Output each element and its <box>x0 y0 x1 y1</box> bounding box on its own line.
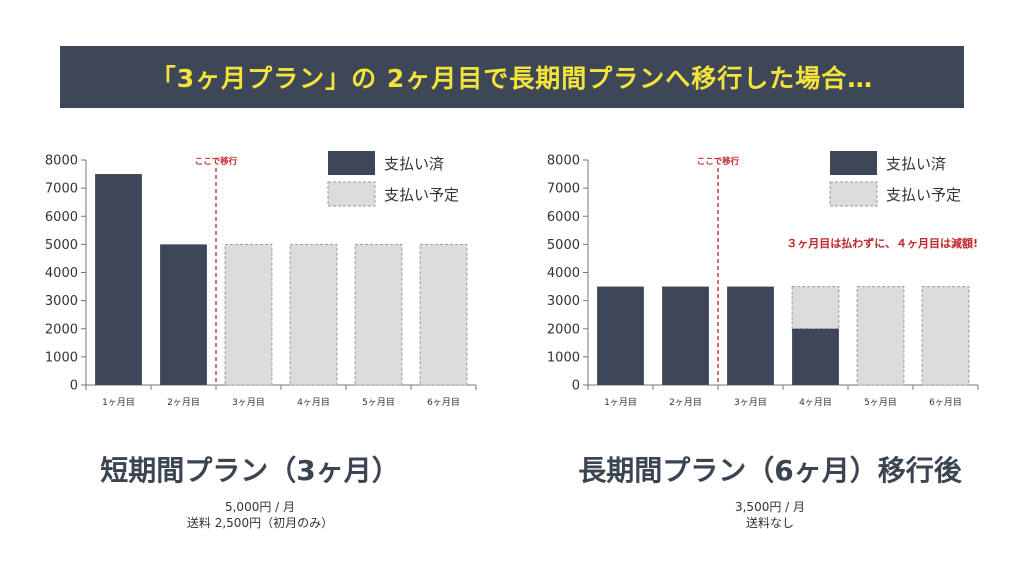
long-plan-chart: 0 1000 2000 3000 4000 5000 6000 7000 8000 1ヶ月目 2ヶ月… <box>547 151 979 408</box>
legend-label-planned: 支払い予定 <box>886 186 961 204</box>
bar-planned <box>856 286 905 386</box>
y-tick-label: 4000 <box>547 266 580 281</box>
bar-planned <box>921 286 970 386</box>
switch-marker-label: ここで移行 <box>697 156 740 167</box>
bar-planned <box>354 243 403 386</box>
y-tick-label: 5000 <box>45 238 78 253</box>
page-title: 「3ヶ月プラン」の 2ヶ月目で長期間プランへ移行した場合… <box>150 64 874 93</box>
bar-planned <box>419 243 468 386</box>
short-plan-price: 5,000円 / 月 <box>224 500 296 514</box>
x-tick-label: 5ヶ月目 <box>864 397 897 408</box>
y-tick-label: 3000 <box>45 294 78 309</box>
y-tick-label: 6000 <box>547 210 580 225</box>
y-tick-label: 1000 <box>547 350 580 365</box>
bar-paid <box>727 286 774 385</box>
long-plan-shipping: 送料なし <box>745 516 794 530</box>
y-tick-label: 7000 <box>547 182 580 197</box>
x-tick-label: 6ヶ月目 <box>929 397 962 408</box>
legend-swatch-paid <box>328 151 375 175</box>
y-tick-label: 7000 <box>45 182 78 197</box>
y-tick-label: 1000 <box>45 350 78 365</box>
switch-marker-label: ここで移行 <box>195 156 238 167</box>
long-plan-price: 3,500円 / 月 <box>734 500 806 514</box>
y-tick-label: 2000 <box>45 322 78 337</box>
x-tick-label: 6ヶ月目 <box>427 397 460 408</box>
x-tick-label: 2ヶ月目 <box>669 397 702 408</box>
short-plan-chart: 0 1000 2000 3000 4000 5000 6000 7000 8000 1ヶ月目 2ヶ月… <box>45 151 477 408</box>
short-plan-title: 短期間プラン（3ヶ月） <box>100 454 400 487</box>
x-tick-label: 1ヶ月目 <box>102 397 135 408</box>
legend-swatch-paid <box>830 151 877 175</box>
legend-label-planned: 支払い予定 <box>384 186 459 204</box>
x-tick-label: 3ヶ月目 <box>734 397 767 408</box>
bar-paid <box>662 286 709 385</box>
chart-annotation: ３ヶ月目は払わずに、４ヶ月目は減額! <box>786 236 978 250</box>
legend-label-paid: 支払い済 <box>384 155 444 173</box>
bar-paid <box>160 244 207 385</box>
y-tick-label: 4000 <box>45 266 78 281</box>
bar-planned <box>791 286 840 330</box>
y-tick-label: 8000 <box>45 154 78 169</box>
bar-planned <box>289 243 338 386</box>
y-tick-label: 8000 <box>547 154 580 169</box>
y-tick-label: 0 <box>572 379 580 394</box>
x-tick-label: 4ヶ月目 <box>799 397 832 408</box>
x-tick-label: 5ヶ月目 <box>362 397 395 408</box>
y-tick-label: 0 <box>70 379 78 394</box>
y-tick-label: 2000 <box>547 322 580 337</box>
long-plan-title: 長期間プラン（6ヶ月）移行後 <box>578 454 962 487</box>
title-banner: 「3ヶ月プラン」の 2ヶ月目で長期間プランへ移行した場合… <box>60 46 964 108</box>
bar-planned <box>224 243 273 386</box>
y-tick-label: 6000 <box>45 210 78 225</box>
legend-swatch-planned <box>829 181 878 207</box>
x-tick-label: 1ヶ月目 <box>604 397 637 408</box>
legend-label-paid: 支払い済 <box>886 155 946 173</box>
short-plan-shipping: 送料 2,500円（初月のみ） <box>186 516 334 530</box>
bar-paid <box>95 174 142 385</box>
legend-swatch-planned <box>327 181 376 207</box>
x-tick-label: 2ヶ月目 <box>167 397 200 408</box>
x-tick-label: 4ヶ月目 <box>297 397 330 408</box>
bar-paid <box>597 286 644 385</box>
y-tick-label: 3000 <box>547 294 580 309</box>
x-tick-label: 3ヶ月目 <box>232 397 265 408</box>
bar-paid <box>792 328 839 385</box>
y-tick-label: 5000 <box>547 238 580 253</box>
